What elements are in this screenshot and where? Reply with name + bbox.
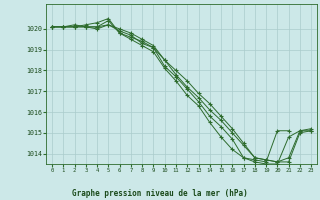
Text: Graphe pression niveau de la mer (hPa): Graphe pression niveau de la mer (hPa) bbox=[72, 189, 248, 198]
